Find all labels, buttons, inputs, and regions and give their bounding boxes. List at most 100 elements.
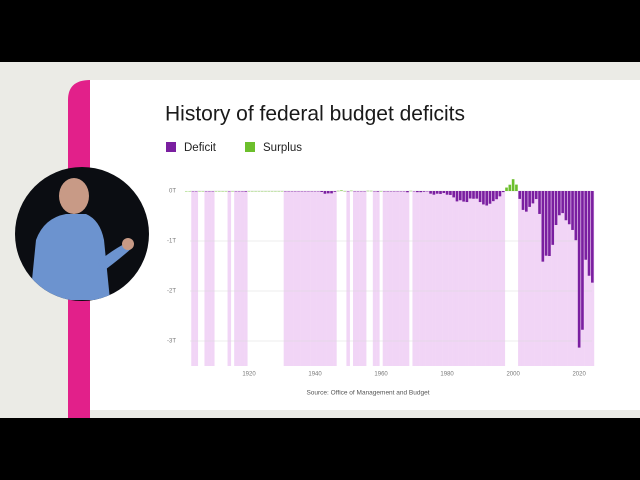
deficit-bar [445, 191, 449, 195]
deficit-year-shade [316, 191, 321, 366]
y-tick-label: 0T [169, 189, 176, 195]
deficit-bar [571, 191, 574, 230]
deficit-year-shade [564, 191, 568, 366]
deficit-year-shade [395, 191, 400, 366]
deficit-bar [564, 191, 568, 221]
deficit-year-shade [488, 191, 492, 366]
deficit-bar [591, 191, 594, 283]
deficit-bar [548, 191, 551, 256]
deficit-bar [528, 191, 531, 207]
deficit-year-shade [425, 191, 430, 366]
deficit-year-shade [392, 191, 397, 366]
deficit-bar [330, 191, 333, 194]
deficit-year-shade [346, 191, 350, 366]
deficit-bar [544, 191, 548, 256]
deficit-year-shade [313, 191, 317, 366]
surplus-bar [515, 184, 518, 191]
deficit-year-shade [537, 191, 542, 366]
deficit-bar [531, 191, 535, 204]
deficit-year-shade [240, 191, 245, 366]
deficit-bar [581, 191, 584, 330]
deficit-bar [472, 191, 475, 199]
deficit-year-shade [498, 191, 502, 366]
deficit-year-shade [560, 191, 565, 366]
deficit-year-shade [286, 191, 291, 366]
deficit-bar [475, 191, 479, 199]
deficit-year-shade [333, 191, 337, 366]
deficit-year-shade [534, 191, 539, 366]
deficit-bar [458, 191, 462, 201]
deficit-year-shade [435, 191, 440, 366]
deficit-bar [491, 191, 495, 202]
deficit-year-shade [323, 191, 327, 366]
deficit-year-shade [329, 191, 334, 366]
y-tick-label: -2T [167, 289, 176, 295]
deficit-year-shade [376, 191, 380, 366]
deficit-bar [442, 191, 446, 194]
deficit-year-shade [362, 191, 367, 366]
deficit-bar [422, 191, 426, 192]
deficit-year-shade [310, 191, 314, 366]
y-tick-label: -1T [167, 239, 176, 245]
deficit-year-shade [306, 191, 311, 366]
legend-swatch [166, 142, 176, 152]
deficit-year-shade [359, 191, 364, 366]
deficit-year-shade [445, 191, 449, 366]
deficit-bar [468, 191, 472, 199]
deficit-bar [435, 191, 439, 194]
deficit-year-shade [191, 191, 195, 366]
deficit-bar [462, 191, 465, 202]
x-tick-label: 2000 [506, 372, 520, 378]
deficit-year-shade [415, 191, 420, 366]
deficit-bar [439, 191, 442, 194]
deficit-bar [244, 191, 248, 192]
deficit-bar [485, 191, 489, 206]
chart-title: History of federal budget deficits [165, 103, 465, 126]
deficit-year-shade [518, 191, 522, 366]
deficit-bar [323, 191, 327, 194]
x-tick-label: 1980 [440, 372, 454, 378]
deficit-year-shade [194, 191, 199, 366]
deficit-year-shade [428, 191, 433, 366]
deficit-year-shade [326, 191, 331, 366]
deficit-bar [320, 191, 323, 192]
deficit-year-shade [303, 191, 307, 366]
deficit-bar [534, 191, 538, 200]
deficit-bar [574, 191, 578, 241]
deficit-year-shade [399, 191, 403, 366]
deficit-bar [452, 191, 456, 198]
deficit-bar [333, 191, 337, 192]
deficit-bar [432, 191, 436, 195]
legend-swatch [245, 142, 255, 152]
plot-area: 0T -1T -2T -3T 1920 1940 1960 1980 2000 2020 [167, 179, 595, 378]
deficit-year-shade [296, 191, 301, 366]
deficit-year-shade [584, 191, 588, 366]
deficit-bar [521, 191, 525, 210]
deficit-year-shade [475, 191, 479, 366]
deficit-bar [326, 191, 330, 194]
legend-label: Surplus [263, 142, 302, 154]
deficit-year-shade [481, 191, 486, 366]
deficit-year-shade [432, 191, 436, 366]
deficit-year-shade [541, 191, 545, 366]
deficit-bar [406, 191, 409, 193]
deficit-bar [495, 191, 498, 200]
deficit-year-shade [389, 191, 393, 366]
deficit-year-shade [320, 191, 324, 366]
deficit-bar [488, 191, 492, 204]
deficit-year-shade [442, 191, 446, 366]
deficit-year-shade [227, 191, 232, 366]
deficit-bar [449, 191, 452, 195]
deficit-year-shade [419, 191, 423, 366]
deficit-year-shade [587, 191, 591, 366]
deficit-bar [525, 191, 528, 212]
deficit-bar [498, 191, 502, 197]
deficit-year-shade [557, 191, 562, 366]
deficit-bar [567, 191, 571, 225]
deficit-year-shade [353, 191, 357, 366]
deficit-year-shade [485, 191, 489, 366]
deficit-bar [478, 191, 482, 203]
deficit-year-shade [544, 191, 548, 366]
deficit-bar [482, 191, 485, 205]
